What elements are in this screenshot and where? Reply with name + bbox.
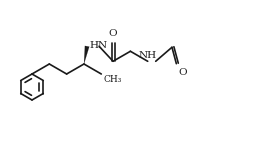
- Text: O: O: [178, 68, 187, 77]
- Text: O: O: [109, 29, 117, 38]
- Polygon shape: [84, 46, 89, 64]
- Text: NH: NH: [139, 51, 157, 60]
- Text: CH₃: CH₃: [103, 75, 122, 84]
- Text: HN: HN: [89, 41, 107, 50]
